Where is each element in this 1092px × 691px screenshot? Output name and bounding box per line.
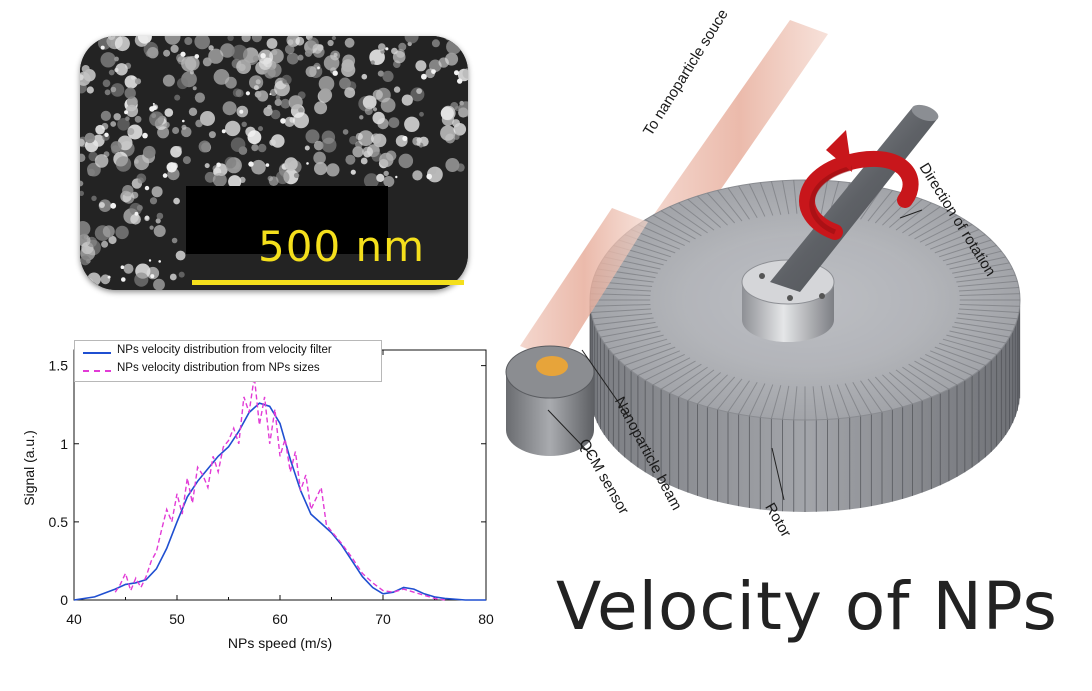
series-np-sizes-line [114, 376, 445, 601]
velocity-distribution-chart: 40 50 60 70 80 0 0.5 1 1.5 NPs speed (m/s) Sign… [21, 349, 494, 651]
rotation-arrow [799, 130, 919, 240]
rotation-leader-line [899, 209, 923, 219]
sem-particles [80, 36, 468, 290]
qcm-sensor [505, 345, 595, 456]
rotor-shaft [770, 108, 938, 292]
sem-micrograph [80, 36, 468, 290]
x-tick-label: 80 [478, 611, 494, 627]
y-tick-label: 1.5 [49, 358, 69, 374]
x-tick-label: 40 [66, 611, 82, 627]
legend-label-velocity-filter: NPs velocity distribution from velocity … [117, 344, 332, 356]
legend-swatch-velocity-filter [83, 352, 111, 354]
scale-bar-background [186, 186, 388, 254]
beam-to-sensor [520, 208, 648, 362]
y-tick-label: 0 [60, 592, 68, 608]
series-velocity-filter-line [73, 402, 486, 601]
legend-swatch-np-sizes [83, 370, 111, 372]
x-tick-labels: 40 50 60 70 80 [66, 611, 494, 627]
qcm-leader-line [547, 409, 593, 457]
x-axis-label: NPs speed (m/s) [228, 635, 332, 651]
y-tick-label: 1 [60, 436, 68, 452]
beam-to-source [650, 20, 828, 234]
legend-label-np-sizes: NPs velocity distribution from NPs sizes [117, 362, 320, 374]
y-axis-label: Signal (a.u.) [21, 430, 37, 505]
x-tick-label: 70 [375, 611, 391, 627]
scale-bar-line [192, 280, 464, 285]
y-tick-labels: 0 0.5 1 1.5 [49, 358, 69, 608]
x-tick-label: 60 [272, 611, 288, 627]
x-tick-label: 50 [169, 611, 185, 627]
chart-legend: NPs velocity distribution from velocity … [74, 340, 382, 382]
scale-bar-label: 500 nm [258, 222, 426, 271]
rotor-leader-line [771, 447, 785, 501]
y-tick-label: 0.5 [49, 514, 69, 530]
figure-title: Velocity of NPs [556, 568, 1058, 645]
beam-leader-line [581, 349, 629, 417]
